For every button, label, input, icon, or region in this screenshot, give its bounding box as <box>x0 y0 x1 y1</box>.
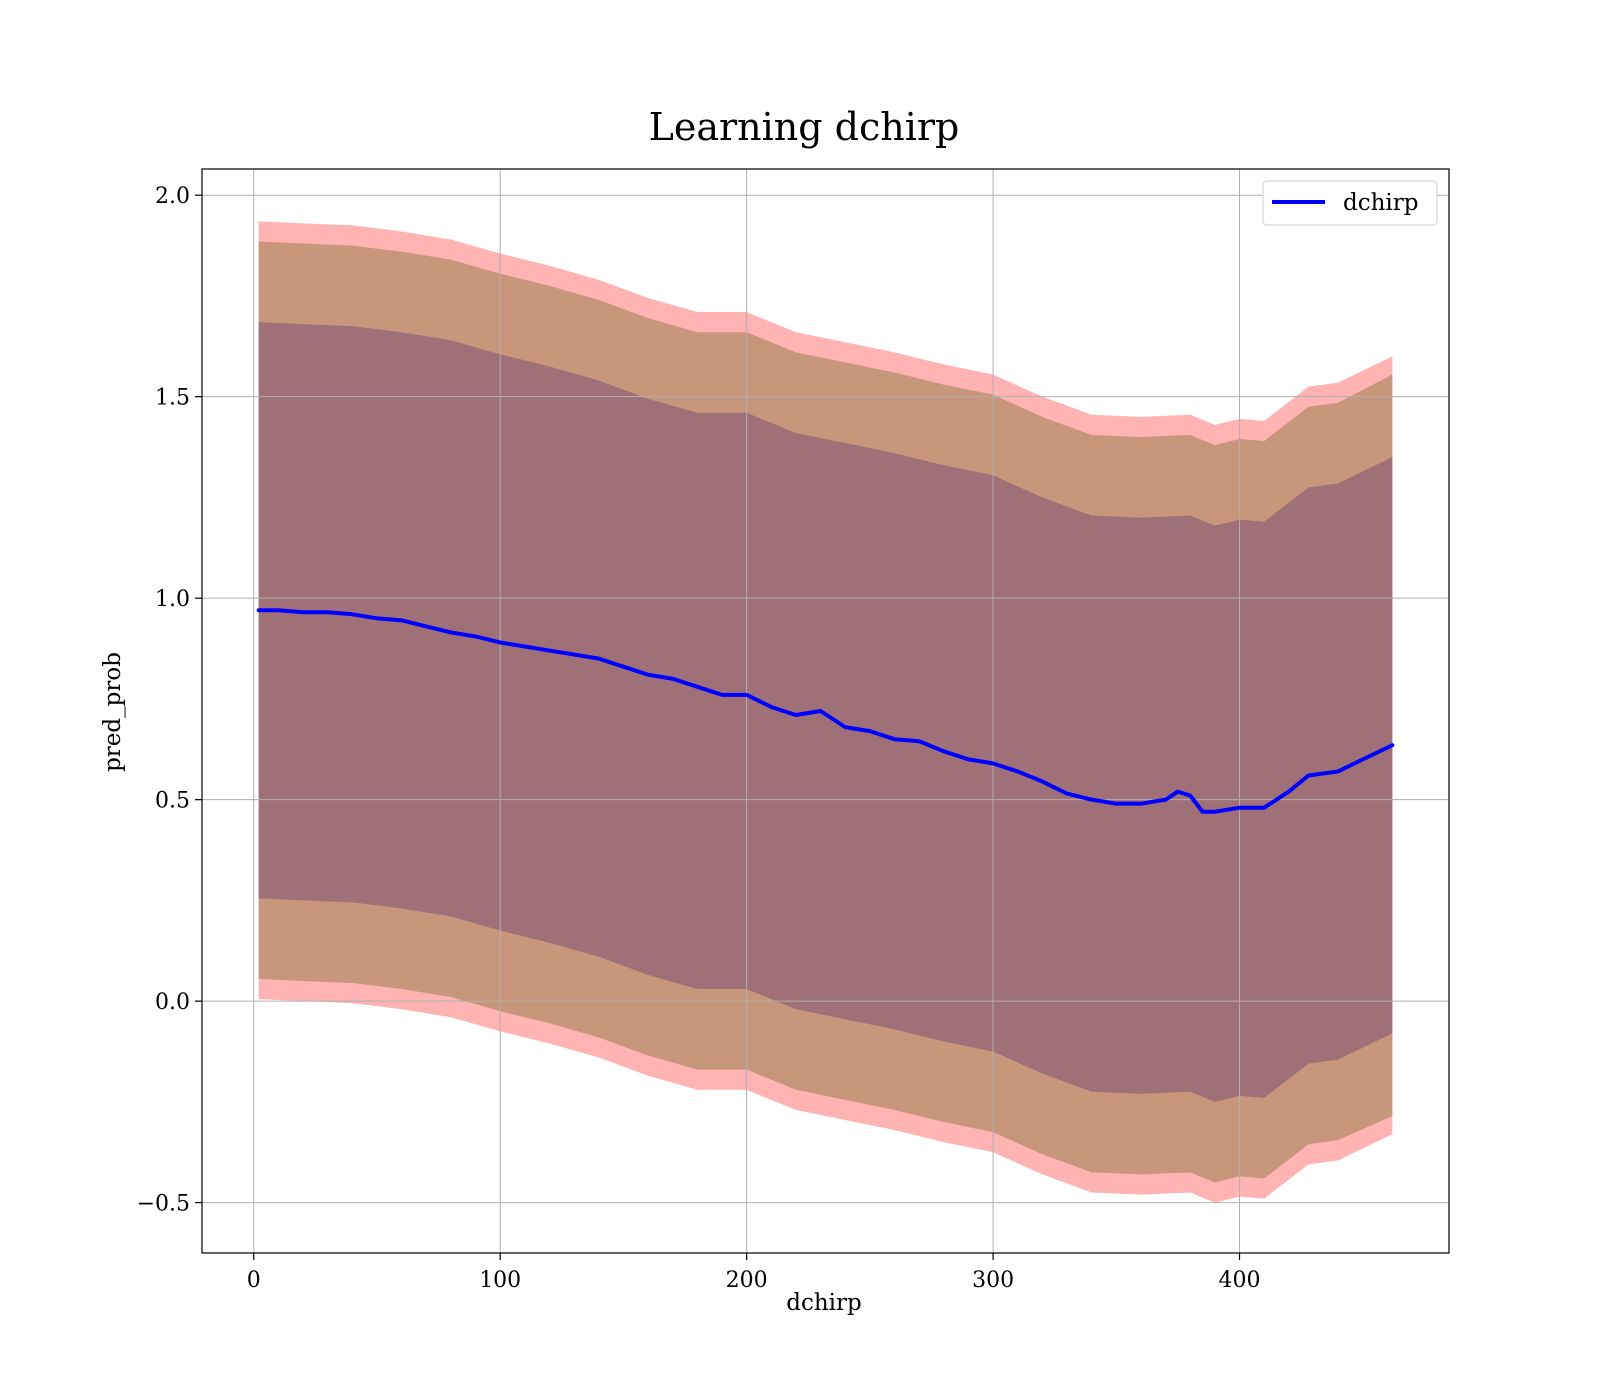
grid <box>202 169 1449 1253</box>
plot-frame <box>201 168 1450 1254</box>
series <box>256 608 1395 814</box>
y-tick-label: 0.5 <box>155 789 190 814</box>
y-tick-label: −0.5 <box>137 1192 190 1217</box>
x-tick-label: 400 <box>1219 1268 1261 1293</box>
chart-title: Learning dchirp <box>649 105 960 149</box>
x-axis-ticks: 0 100 200 300 400 <box>247 1253 1261 1293</box>
x-axis-label: dchirp <box>786 1290 862 1316</box>
x-tick-label: 100 <box>479 1268 521 1293</box>
y-tick-label: 2.0 <box>155 184 190 209</box>
x-tick-label: 200 <box>726 1268 768 1293</box>
legend-box <box>1262 180 1438 226</box>
legend: dchirp <box>1262 180 1438 226</box>
y-tick-label: 0.0 <box>155 990 190 1015</box>
y-tick-label: 1.0 <box>155 587 190 612</box>
y-tick-label: 1.5 <box>155 386 190 411</box>
legend-label: dchirp <box>1343 190 1419 216</box>
series-line-dchirp <box>256 608 1395 814</box>
plot-area <box>202 169 1449 1253</box>
x-tick-label: 300 <box>972 1268 1014 1293</box>
y-axis-ticks: −0.5 0.0 0.5 1.0 1.5 2.0 <box>137 184 202 1217</box>
x-tick-label: 0 <box>247 1268 261 1293</box>
y-axis-label: pred_prob <box>100 652 126 772</box>
